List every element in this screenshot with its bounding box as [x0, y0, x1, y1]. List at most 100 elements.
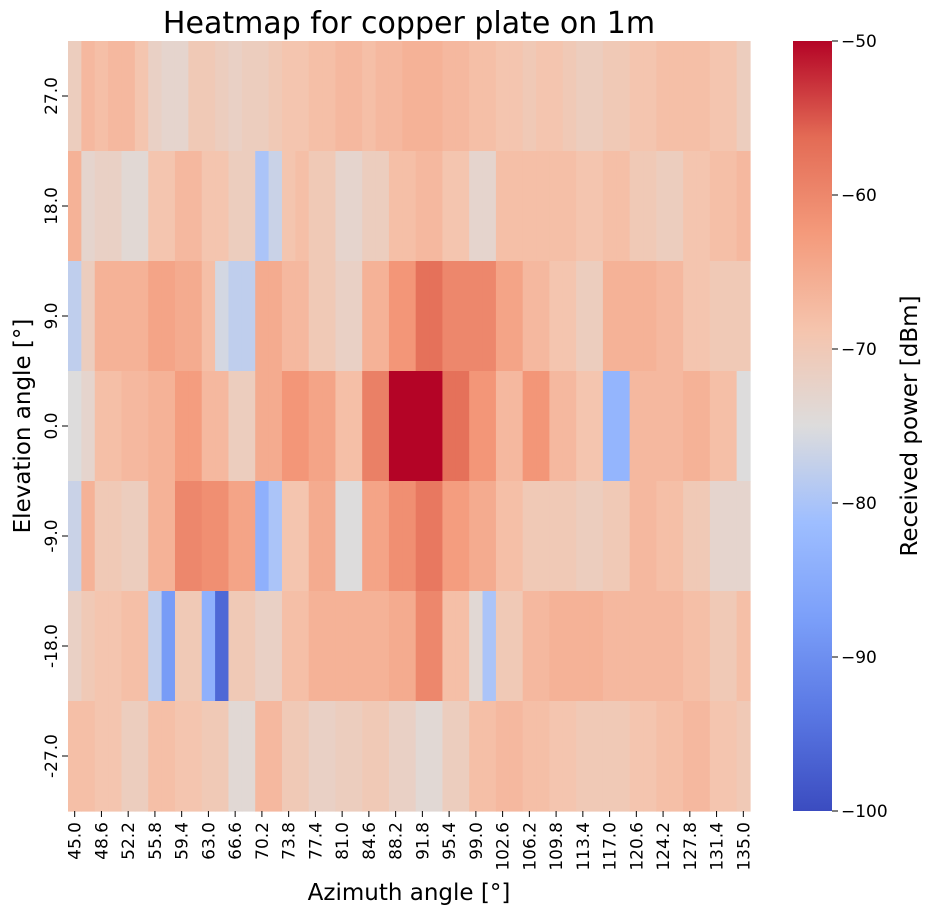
heatmap-cell [495, 261, 510, 372]
heatmap-cell [736, 371, 751, 482]
heatmap-cell [68, 151, 82, 262]
y-tick-label: 18.0 [42, 187, 62, 225]
y-tick-label: -18.0 [42, 624, 62, 668]
heatmap-cell [81, 701, 96, 812]
heatmap-cell [108, 151, 123, 262]
heatmap-cell [656, 701, 671, 812]
heatmap-cell [415, 701, 430, 812]
heatmap-cell [308, 41, 323, 152]
heatmap-cell [576, 591, 591, 702]
heatmap-cell [709, 371, 724, 482]
heatmap-cell [108, 261, 123, 372]
heatmap-cell [308, 701, 323, 812]
x-tick-label: 88.2 [387, 822, 407, 860]
heatmap-cell [255, 701, 270, 812]
heatmap-cell [335, 151, 350, 262]
heatmap-cell [134, 371, 149, 482]
heatmap-cell [148, 261, 163, 372]
heatmap-cell [375, 481, 390, 592]
heatmap-cell [375, 591, 390, 702]
heatmap-cell [455, 41, 470, 152]
heatmap-cell [522, 701, 537, 812]
heatmap-cell [375, 261, 390, 372]
heatmap-cell [308, 261, 323, 372]
heatmap-cell [201, 261, 216, 372]
heatmap-cell [281, 41, 296, 152]
heatmap-cell [469, 371, 484, 482]
y-tick-label: 27.0 [42, 77, 62, 115]
heatmap-cell [241, 481, 256, 592]
heatmap-cell [576, 371, 591, 482]
heatmap-cell [562, 41, 577, 152]
heatmap-cell [188, 151, 203, 262]
heatmap-cell [295, 371, 310, 482]
heatmap-cell [228, 41, 243, 152]
colorbar-tick-label: −60 [841, 186, 877, 206]
heatmap-cell [469, 151, 484, 262]
heatmap-cell [362, 481, 377, 592]
heatmap-cell [429, 701, 444, 812]
heatmap-cell [308, 371, 323, 482]
heatmap-cell [429, 261, 444, 372]
heatmap-cell [255, 151, 270, 262]
x-tick-label: 113.4 [574, 822, 594, 871]
heatmap-cell [94, 261, 109, 372]
heatmap-cell [536, 371, 551, 482]
heatmap-cell [335, 481, 350, 592]
heatmap-cell [402, 371, 417, 482]
heatmap-cell [549, 261, 564, 372]
heatmap-cell [562, 481, 577, 592]
heatmap-cell [148, 151, 163, 262]
heatmap-cell [322, 701, 337, 812]
heatmap-cell [482, 371, 497, 482]
heatmap-cell [228, 371, 243, 482]
heatmap-cell [81, 261, 96, 372]
heatmap-cell [228, 261, 243, 372]
heatmap-cell [348, 151, 363, 262]
x-tick-label: 135.0 [734, 822, 754, 871]
heatmap-cell [388, 151, 403, 262]
heatmap-cell [362, 371, 377, 482]
heatmap-cell [429, 481, 444, 592]
heatmap-cell [268, 701, 283, 812]
heatmap-cell [643, 151, 657, 262]
heatmap-cell [683, 371, 698, 482]
heatmap-cell [322, 481, 337, 592]
heatmap-cell [643, 261, 657, 372]
heatmap-cell [562, 261, 577, 372]
heatmap-cell [522, 481, 537, 592]
heatmap-cell [348, 261, 363, 372]
heatmap-cell [215, 261, 230, 372]
heatmap-cell [536, 591, 551, 702]
x-tick-label: 70.2 [253, 822, 273, 860]
heatmap-cell [322, 261, 337, 372]
colorbar-tick-label: −50 [841, 32, 877, 52]
heatmap-cell [549, 41, 564, 152]
heatmap-cell [201, 481, 216, 592]
heatmap-cell [121, 41, 136, 152]
heatmap-cell [629, 701, 644, 812]
heatmap-cell [509, 371, 524, 482]
heatmap-cell [616, 371, 631, 482]
heatmap-cell [255, 261, 270, 372]
heatmap-cell [736, 701, 751, 812]
heatmap-cell [201, 701, 216, 812]
heatmap-cell [495, 701, 510, 812]
heatmap-cell [522, 371, 537, 482]
heatmap-cell [522, 151, 537, 262]
y-tick-label: -27.0 [42, 734, 62, 778]
heatmap-cell [215, 591, 230, 702]
heatmap-cell [656, 151, 671, 262]
heatmap-cell [429, 151, 444, 262]
heatmap-cell [308, 591, 323, 702]
heatmap-cell [255, 371, 270, 482]
heatmap-cell [362, 701, 377, 812]
heatmap-cell [295, 591, 310, 702]
heatmap-cell [388, 261, 403, 372]
heatmap-cell [469, 481, 484, 592]
heatmap-cell [241, 41, 256, 152]
heatmap-cell [442, 591, 457, 702]
heatmap-cell [522, 261, 537, 372]
heatmap-cell [402, 41, 417, 152]
heatmap-cell [482, 591, 497, 702]
